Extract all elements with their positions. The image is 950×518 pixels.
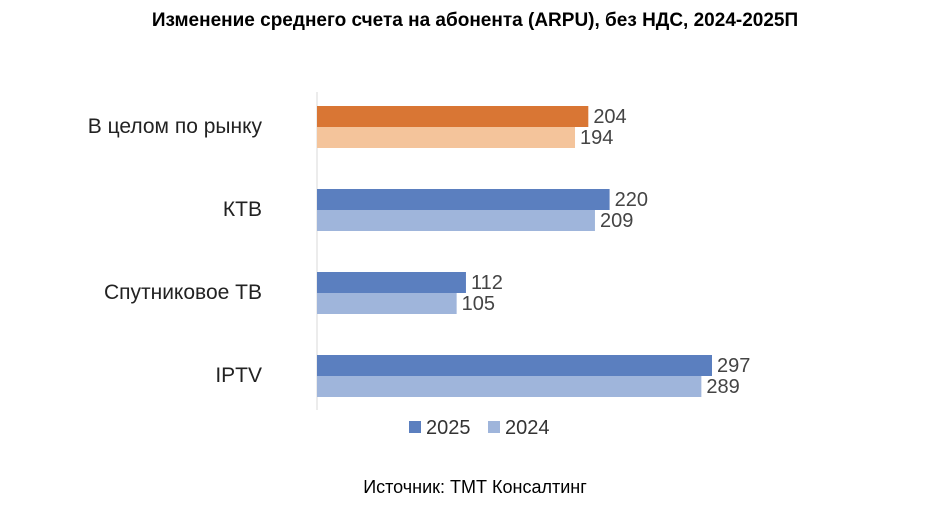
data-label-2024-0: 194 [580, 127, 613, 149]
legend-swatch-2024 [488, 421, 500, 433]
data-label-2025-2: 112 [471, 272, 503, 294]
category-label-3: IPTV [215, 364, 262, 387]
data-label-2025-3: 297 [717, 355, 750, 377]
legend-swatch-2025 [409, 421, 421, 433]
bar-2025-1 [317, 189, 610, 210]
bar-2025-2 [317, 272, 466, 293]
data-label-2025-0: 204 [593, 106, 626, 128]
category-label-2: Спутниковое ТВ [104, 281, 262, 304]
chart-title: Изменение среднего счета на абонента (AR… [151, 10, 799, 31]
source-note: Источник: ТМТ Консалтинг [363, 477, 587, 497]
bar-2024-0 [317, 127, 576, 148]
data-label-2024-2: 105 [462, 293, 495, 315]
category-label-1: КТВ [223, 198, 262, 221]
bar-2024-2 [317, 293, 457, 314]
bar-2024-1 [317, 210, 595, 231]
data-label-2024-1: 209 [600, 210, 633, 232]
legend-label-2024: 2024 [505, 417, 550, 439]
bar-2024-3 [317, 376, 702, 397]
category-label-0: В целом по рынку [88, 115, 263, 138]
data-label-2025-1: 220 [615, 189, 648, 211]
data-label-2024-3: 289 [706, 376, 739, 398]
bar-2025-0 [317, 106, 589, 127]
legend-label-2025: 2025 [426, 417, 471, 439]
bar-2025-3 [317, 355, 712, 376]
